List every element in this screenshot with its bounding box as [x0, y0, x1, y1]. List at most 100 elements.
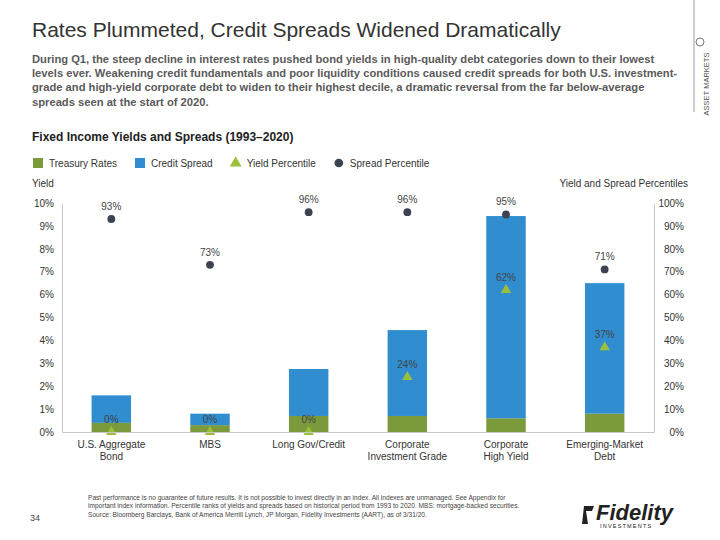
- legend-label: Credit Spread: [151, 158, 213, 169]
- bar: [585, 414, 624, 432]
- tick-label: 100%: [658, 198, 684, 209]
- bar: [388, 330, 427, 416]
- legend: Treasury Rates Credit Spread Yield Percent…: [33, 156, 430, 169]
- tick-label: 3%: [40, 358, 55, 369]
- tick: 80%: [654, 244, 684, 255]
- point: [106, 426, 117, 435]
- tick-label: 8%: [40, 244, 55, 255]
- data-label: 71%: [595, 251, 615, 262]
- page-number: 34: [30, 513, 40, 523]
- tick: CorporateInvestment Grade: [368, 432, 448, 462]
- tick-label: 70%: [664, 266, 684, 277]
- point: [107, 215, 115, 223]
- tick-label: 80%: [664, 244, 684, 255]
- tick: Emerging-MarketDebt: [566, 432, 643, 462]
- tick-label: 6%: [40, 289, 55, 300]
- tick-label: 50%: [664, 312, 684, 323]
- tick-label: 30%: [664, 358, 684, 369]
- tick: 7%: [40, 266, 62, 277]
- page-canvas: ASSET MARKETS34FidelityINVESTMENTSFixed …: [0, 0, 720, 540]
- slide-title: Rates Plummeted, Credit Spreads Widened …: [32, 18, 561, 42]
- tick: 8%: [40, 244, 62, 255]
- bar: [486, 216, 525, 418]
- legend-label: Spread Percentile: [350, 158, 430, 169]
- axis: U.S. AggregateBond MBS Long Gov/Credit Corp…: [63, 432, 655, 462]
- logo-text: Fidelity: [596, 500, 675, 525]
- tick: U.S. AggregateBond: [77, 432, 145, 462]
- side-dot: [696, 38, 704, 46]
- logo-subtext: INVESTMENTS: [600, 523, 652, 529]
- tick: CorporateHigh Yield: [483, 432, 528, 462]
- point: [205, 426, 216, 435]
- tick: 40%: [654, 335, 684, 346]
- tick: 30%: [654, 358, 684, 369]
- data-label: 37%: [595, 329, 615, 340]
- bar: [585, 283, 624, 414]
- footnote: Past performance is no guarantee of futu…: [88, 494, 528, 519]
- bar: [289, 369, 328, 416]
- tick-label: 1%: [40, 404, 55, 415]
- legend-label: Yield Percentile: [247, 158, 317, 169]
- tick-label: 2%: [40, 381, 55, 392]
- y2-axis-title: Yield and Spread Percentiles: [559, 178, 688, 189]
- tick-label: 5%: [40, 312, 55, 323]
- point: [303, 426, 314, 435]
- tick: 3%: [40, 358, 62, 369]
- point: [502, 211, 510, 219]
- point: [402, 371, 413, 380]
- tick-label: 0%: [670, 427, 685, 438]
- tick-label: 9%: [40, 221, 55, 232]
- axis-line: [654, 204, 655, 433]
- tick-label: 90%: [664, 221, 684, 232]
- side-label: ASSET MARKETS: [702, 53, 711, 116]
- tick-label: 0%: [40, 427, 55, 438]
- bar: [388, 416, 427, 432]
- axis: 0%1%2%3%4%5%6%7%8%9%10%: [34, 198, 63, 438]
- y-axis-title: Yield: [32, 178, 54, 189]
- tick: MBS: [199, 432, 221, 450]
- axis-line: [63, 432, 655, 433]
- data-label: 0%: [203, 414, 218, 425]
- point: [403, 208, 411, 216]
- data-label: 24%: [397, 359, 417, 370]
- tick-label: MBS: [199, 439, 221, 450]
- legend-swatch: [33, 158, 43, 168]
- data-label: 73%: [200, 247, 220, 258]
- tick-label: CorporateHigh Yield: [483, 439, 528, 462]
- legend-item: Yield Percentile: [230, 156, 316, 169]
- tick: Long Gov/Credit: [272, 432, 345, 450]
- data-label: 0%: [301, 414, 316, 425]
- tick: 50%: [654, 312, 684, 323]
- data-label: 62%: [496, 272, 516, 283]
- data-label: 96%: [299, 194, 319, 205]
- tick: 9%: [40, 221, 62, 232]
- axis-line: [62, 204, 63, 433]
- tick-label: 60%: [664, 289, 684, 300]
- point: [206, 261, 214, 269]
- tick: 0%: [654, 427, 684, 438]
- tick-label: 20%: [664, 381, 684, 392]
- legend-item: Spread Percentile: [334, 158, 429, 169]
- tick: 10%: [654, 404, 684, 415]
- point: [601, 266, 609, 274]
- legend-swatch: [230, 156, 242, 166]
- data-label: 95%: [496, 196, 516, 207]
- point: [599, 341, 610, 350]
- tick: 60%: [654, 289, 684, 300]
- markers: [106, 208, 610, 435]
- tick: 70%: [654, 266, 684, 277]
- tick-label: 10%: [664, 404, 684, 415]
- tick-label: Long Gov/Credit: [272, 439, 345, 450]
- legend-swatch: [135, 158, 145, 168]
- tick: 5%: [40, 312, 62, 323]
- slide-subtitle: During Q1, the steep decline in interest…: [32, 52, 687, 109]
- tick-label: Emerging-MarketDebt: [566, 439, 643, 462]
- tick-label: 40%: [664, 335, 684, 346]
- logo-icon: [582, 506, 594, 524]
- tick-label: U.S. AggregateBond: [77, 439, 145, 462]
- legend-label: Treasury Rates: [49, 158, 117, 169]
- data-label: 96%: [397, 194, 417, 205]
- tick: 90%: [654, 221, 684, 232]
- axis: 0% 10% 20% 30% 40% 50% 60% 70% 80% 90% 100%: [654, 198, 684, 438]
- tick: 6%: [40, 289, 62, 300]
